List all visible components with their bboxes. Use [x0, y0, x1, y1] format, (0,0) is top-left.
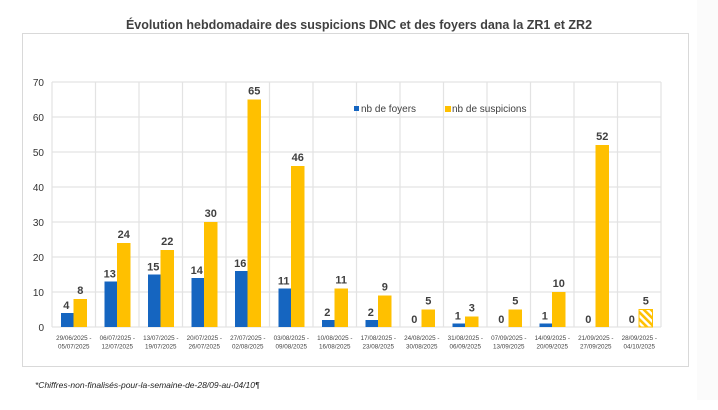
x-tick-label: 02/08/2025 [232, 344, 264, 351]
x-tick-label: 14/09/2025 - [535, 335, 570, 342]
data-label-foyers: 16 [234, 258, 246, 270]
x-tick-label: 04/10/2025 [623, 344, 655, 351]
x-tick-label: 27/07/2025 - [230, 335, 265, 342]
bar-foyers [148, 274, 161, 327]
legend-swatch-foyers [354, 106, 359, 111]
x-tick-label: 13/07/2025 - [143, 335, 178, 342]
data-label-foyers: 0 [498, 314, 504, 326]
data-label-suspicions: 10 [553, 278, 565, 290]
bar-suspicions [465, 316, 479, 327]
x-tick-label: 06/07/2025 - [100, 335, 135, 342]
data-label-suspicions: 5 [643, 296, 649, 308]
x-tick-label: 21/09/2025 - [578, 335, 613, 342]
x-tick-label: 05/07/2025 [58, 344, 90, 351]
data-label-suspicions: 8 [77, 285, 83, 297]
bar-foyers [365, 320, 378, 327]
data-label-suspicions: 30 [205, 208, 217, 220]
data-label-suspicions: 5 [425, 296, 431, 308]
data-label-suspicions: 11 [335, 275, 347, 287]
bar-suspicions [508, 309, 522, 327]
bar-suspicions-provisional [638, 309, 653, 328]
data-label-foyers: 13 [104, 269, 116, 281]
bar-suspicions [595, 145, 609, 327]
y-tick-label: 30 [33, 218, 45, 229]
chart-frame [22, 33, 689, 367]
background-edge [697, 0, 718, 400]
x-tick-label: 17/08/2025 - [361, 335, 396, 342]
x-tick-label: 26/07/2025 [188, 344, 220, 351]
x-tick-label: 19/07/2025 [145, 344, 177, 351]
bar-foyers [278, 288, 291, 327]
bar-suspicions [204, 222, 218, 327]
bar-suspicions [73, 299, 87, 327]
bar-suspicions [247, 99, 261, 327]
bar-suspicions [291, 166, 305, 327]
y-tick-label: 40 [33, 183, 45, 194]
data-label-foyers: 2 [324, 307, 330, 319]
y-tick-label: 20 [33, 253, 45, 264]
x-tick-label: 03/08/2025 - [274, 335, 309, 342]
legend-label-foyers: nb de foyers [361, 104, 416, 115]
x-tick-label: 20/09/2025 [536, 344, 568, 351]
legend-label-suspicions: nb de suspicions [452, 104, 527, 115]
x-tick-label: 13/09/2025 [493, 344, 525, 351]
bar-foyers [539, 323, 552, 327]
x-tick-label: 16/08/2025 [319, 344, 351, 351]
y-tick-label: 50 [33, 148, 45, 159]
y-tick-label: 10 [33, 288, 45, 299]
bar-foyers [322, 320, 335, 327]
data-label-suspicions: 65 [248, 86, 260, 98]
data-label-foyers: 0 [585, 314, 591, 326]
x-tick-label: 23/08/2025 [362, 344, 394, 351]
bar-suspicions [160, 250, 174, 327]
data-label-suspicions: 3 [469, 303, 475, 315]
data-label-foyers: 0 [629, 314, 635, 326]
chart-title: Évolution hebdomadaire des suspicions DN… [125, 18, 593, 32]
data-label-foyers: 1 [542, 311, 548, 323]
data-label-foyers: 0 [411, 314, 417, 326]
x-tick-label: 24/08/2025 - [404, 335, 439, 342]
x-tick-label: 28/09/2025 - [622, 335, 657, 342]
footnote: *Chiffres-non-finalisés-pour-la-semaine-… [35, 380, 260, 390]
y-tick-label: 0 [38, 323, 44, 334]
y-tick-label: 70 [33, 78, 45, 89]
x-tick-label: 27/09/2025 [580, 344, 612, 351]
bar-foyers [191, 278, 204, 327]
bar-foyers [452, 323, 465, 327]
bar-foyers [104, 281, 117, 327]
data-label-suspicions: 24 [118, 229, 131, 241]
bar-suspicions [117, 243, 131, 327]
x-tick-label: 06/09/2025 [449, 344, 481, 351]
data-label-suspicions: 22 [161, 236, 173, 248]
bar-suspicions [421, 309, 435, 327]
x-tick-label: 29/06/2025 - [56, 335, 91, 342]
data-label-suspicions: 9 [382, 282, 388, 294]
x-tick-label: 30/08/2025 [406, 344, 438, 351]
data-label-suspicions: 46 [292, 152, 304, 164]
data-label-foyers: 15 [147, 262, 159, 274]
data-label-foyers: 2 [368, 307, 374, 319]
data-label-foyers: 14 [191, 265, 204, 277]
x-tick-label: 07/09/2025 - [491, 335, 526, 342]
data-label-suspicions: 5 [512, 296, 518, 308]
data-label-foyers: 4 [63, 300, 70, 312]
data-label-foyers: 1 [455, 311, 461, 323]
x-tick-label: 12/07/2025 [101, 344, 133, 351]
bar-suspicions [378, 295, 392, 327]
bar-foyers [61, 313, 74, 327]
bar-suspicions [552, 292, 566, 327]
x-tick-label: 20/07/2025 - [187, 335, 222, 342]
legend-swatch-suspicions [445, 106, 451, 112]
data-label-suspicions: 52 [596, 131, 608, 143]
x-tick-label: 31/08/2025 - [448, 335, 483, 342]
x-tick-label: 10/08/2025 - [317, 335, 352, 342]
data-label-foyers: 11 [278, 276, 290, 288]
bar-suspicions [334, 288, 348, 327]
x-tick-label: 09/08/2025 [275, 344, 307, 351]
y-tick-label: 60 [33, 113, 45, 124]
bar-foyers [235, 271, 248, 327]
